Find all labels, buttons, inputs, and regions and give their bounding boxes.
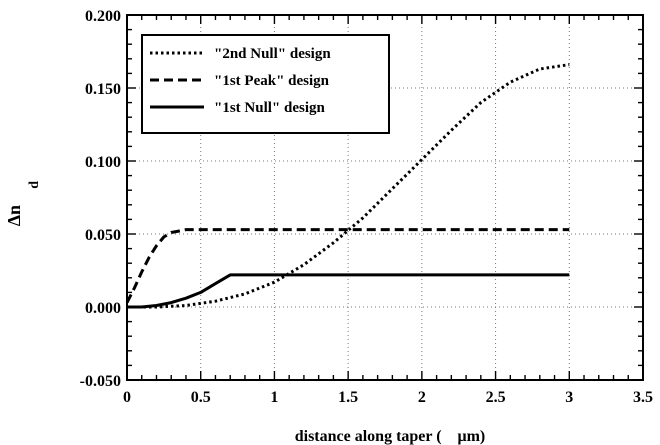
legend: "2nd Null" design "1st Peak" design "1st N… bbox=[141, 34, 390, 134]
x-tick-label: 0 bbox=[123, 389, 131, 406]
series-layer bbox=[125, 63, 570, 309]
legend-entry: "2nd Null" design bbox=[150, 46, 331, 62]
legend-box bbox=[141, 34, 390, 134]
x-tick-label: 3 bbox=[565, 389, 573, 406]
x-tick-label: 1.5 bbox=[338, 389, 358, 406]
y-axis-title: Δn d bbox=[4, 181, 42, 227]
plot-frame bbox=[126, 14, 644, 381]
y-axis-title-subscript: d bbox=[27, 181, 42, 189]
series-line-1 bbox=[127, 63, 570, 309]
legend-entries: "2nd Null" design "1st Peak" design "1st N… bbox=[150, 46, 331, 116]
y-tick-labels: -0.050 0.000 0.050 0.100 0.150 0.200 bbox=[80, 8, 121, 390]
x-tick-label: 1 bbox=[270, 389, 278, 406]
series-line-2 bbox=[125, 228, 570, 304]
legend-entry: "1st Peak" design bbox=[150, 73, 330, 89]
x-axis-title: distance along taper ( μm) bbox=[295, 428, 486, 445]
y-tick-label: 0.000 bbox=[85, 300, 121, 317]
y-tick-label: -0.050 bbox=[80, 373, 121, 390]
x-tick-label: 3.5 bbox=[633, 389, 653, 406]
y-tick-label: 0.150 bbox=[85, 81, 121, 98]
legend-entry: "1st Null" design bbox=[150, 100, 326, 116]
y-axis-title-main: Δn bbox=[4, 205, 24, 226]
y-tick-label: 0.100 bbox=[85, 154, 121, 171]
legend-label: "1st Peak" design bbox=[214, 73, 330, 89]
series-line-3 bbox=[127, 273, 570, 309]
x-tick-label: 2 bbox=[418, 389, 426, 406]
y-tick-label: 0.050 bbox=[85, 227, 121, 244]
y-tick-label: 0.200 bbox=[85, 8, 121, 25]
x-tick-labels: 0 0.5 1 1.5 2 2.5 3 3.5 bbox=[123, 389, 653, 406]
x-tick-label: 2.5 bbox=[486, 389, 506, 406]
legend-label: "2nd Null" design bbox=[214, 46, 331, 62]
legend-label: "1st Null" design bbox=[214, 100, 326, 116]
x-tick-label: 0.5 bbox=[191, 389, 211, 406]
